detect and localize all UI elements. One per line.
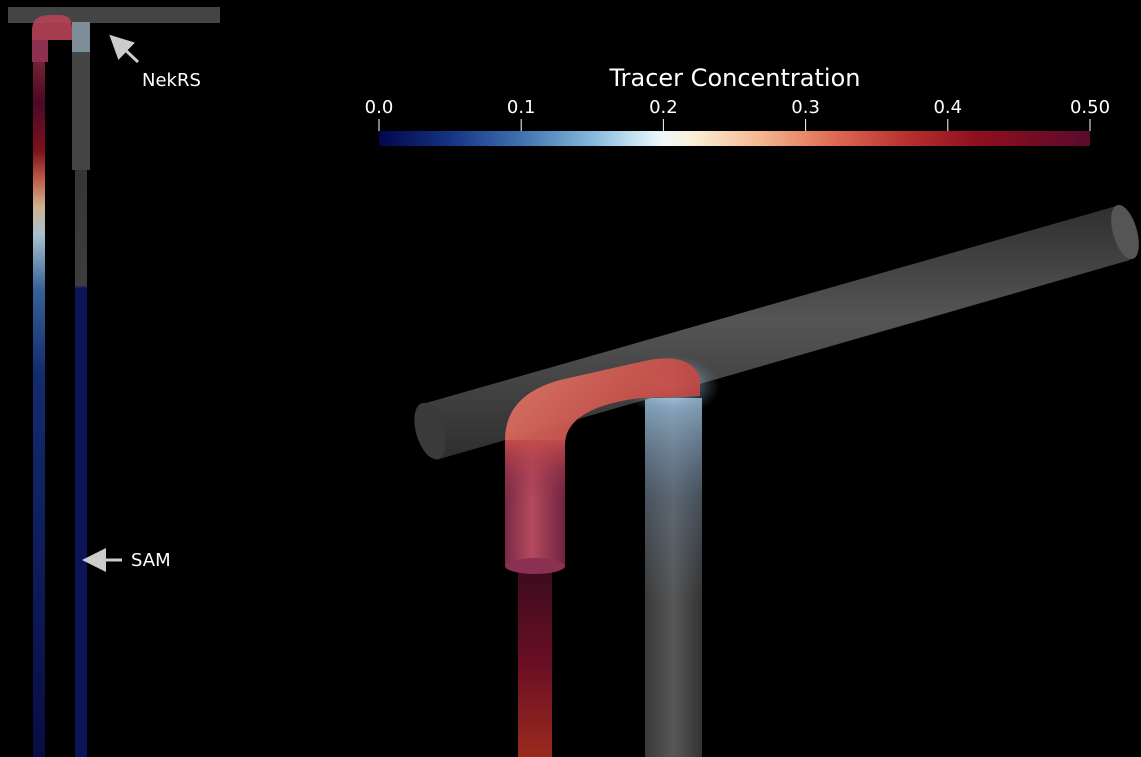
nekrs-arrow-icon bbox=[109, 34, 140, 64]
overview-model bbox=[8, 7, 220, 757]
overview-outlet-sam-pipe bbox=[75, 160, 87, 757]
colorbar-bar bbox=[379, 131, 1090, 146]
main-3d-view bbox=[414, 204, 1139, 757]
sam-label: SAM bbox=[131, 550, 171, 571]
sam-inlet-pipe bbox=[518, 572, 552, 757]
nekrs-inlet-elbow bbox=[505, 358, 700, 574]
overview-inlet-sam-pipe bbox=[33, 60, 45, 757]
colorbar-tick-label: 0.1 bbox=[507, 97, 536, 118]
colorbar: Tracer Concentration 0.0 0.1 0.2 0.3 0.4 0.50 bbox=[365, 64, 1110, 146]
colorbar-ticks: 0.0 0.1 0.2 0.3 0.4 0.50 bbox=[365, 97, 1110, 131]
nekrs-label: NekRS bbox=[142, 70, 201, 91]
overview-nekrs-outlet bbox=[72, 22, 90, 170]
colorbar-tick-label: 0.0 bbox=[365, 97, 394, 118]
colorbar-tick-label: 0.50 bbox=[1070, 97, 1110, 118]
colorbar-tick-label: 0.4 bbox=[933, 97, 962, 118]
colorbar-tick-label: 0.3 bbox=[791, 97, 820, 118]
horizontal-pipe-open-end bbox=[414, 402, 446, 460]
sam-annotation: SAM bbox=[82, 548, 171, 572]
colorbar-tick-label: 0.2 bbox=[649, 97, 678, 118]
colorbar-title: Tracer Concentration bbox=[609, 64, 861, 92]
nekrs-annotation: NekRS bbox=[109, 34, 201, 91]
nekrs-inlet-bottom bbox=[505, 558, 565, 574]
